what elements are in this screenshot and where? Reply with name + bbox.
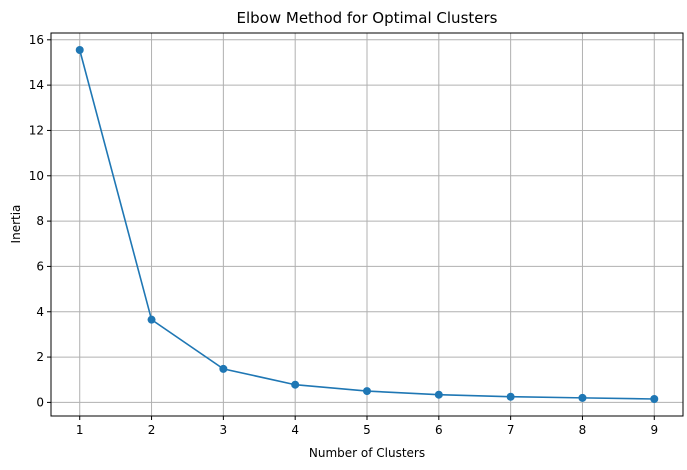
- y-tick-label: 6: [36, 259, 44, 273]
- x-axis-label: Number of Clusters: [309, 446, 425, 460]
- y-axis-label: Inertia: [9, 205, 23, 244]
- y-tick-label: 10: [29, 169, 44, 183]
- x-tick-label: 6: [435, 423, 443, 437]
- y-tick-label: 2: [36, 350, 44, 364]
- y-tick-label: 16: [29, 33, 44, 47]
- grid: [51, 33, 683, 416]
- x-tick-label: 4: [291, 423, 299, 437]
- y-tick-label: 0: [36, 395, 44, 409]
- data-point: [291, 380, 300, 389]
- y-tick-label: 4: [36, 305, 44, 319]
- data-point: [506, 392, 515, 401]
- x-tick-label: 2: [148, 423, 156, 437]
- data-point: [75, 45, 84, 54]
- x-axis: 1 2 3 4 5 6 7 8 9: [76, 416, 658, 437]
- data-point: [650, 395, 659, 404]
- series-layer: [75, 45, 659, 404]
- x-tick-label: 1: [76, 423, 84, 437]
- x-tick-label: 3: [220, 423, 228, 437]
- chart-title: Elbow Method for Optimal Clusters: [237, 9, 498, 27]
- y-tick-label: 14: [29, 78, 44, 92]
- data-point: [434, 390, 443, 399]
- data-point: [578, 393, 587, 402]
- data-point: [219, 364, 228, 373]
- data-point: [363, 387, 371, 396]
- x-tick-label: 7: [507, 423, 515, 437]
- y-axis: 0 2 4 6 8 10 12 14 16: [29, 33, 51, 409]
- x-tick-label: 9: [650, 423, 658, 437]
- x-tick-label: 8: [579, 423, 587, 437]
- data-point: [147, 315, 156, 324]
- y-tick-label: 12: [29, 123, 44, 137]
- x-tick-label: 5: [363, 423, 371, 437]
- y-tick-label: 8: [36, 214, 44, 228]
